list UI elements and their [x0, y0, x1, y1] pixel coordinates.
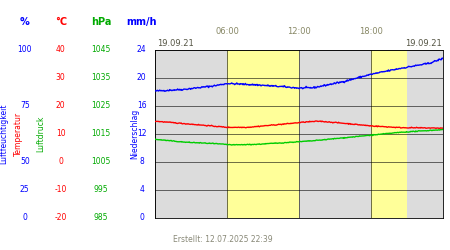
- Text: 8: 8: [140, 157, 144, 166]
- Text: 25: 25: [20, 185, 30, 194]
- Bar: [299, 50, 371, 217]
- Text: hPa: hPa: [91, 17, 112, 27]
- Text: 4: 4: [140, 185, 144, 194]
- Text: 1045: 1045: [91, 46, 111, 54]
- Text: Luftdruck: Luftdruck: [36, 116, 45, 152]
- Bar: [227, 50, 299, 217]
- Text: 24: 24: [137, 46, 147, 54]
- Bar: [407, 50, 443, 217]
- Bar: [155, 50, 227, 217]
- Text: 20: 20: [56, 101, 66, 110]
- Text: 0: 0: [58, 157, 63, 166]
- Text: 100: 100: [18, 46, 32, 54]
- Text: 40: 40: [56, 46, 66, 54]
- Text: 30: 30: [56, 74, 66, 82]
- Text: 0: 0: [140, 213, 144, 222]
- Text: 1035: 1035: [91, 74, 111, 82]
- Text: 19.09.21: 19.09.21: [405, 38, 442, 48]
- Text: 1015: 1015: [92, 129, 111, 138]
- Text: 06:00: 06:00: [215, 27, 239, 36]
- Text: 985: 985: [94, 213, 108, 222]
- Text: 1005: 1005: [91, 157, 111, 166]
- Text: Erstellt: 12.07.2025 22:39: Erstellt: 12.07.2025 22:39: [173, 236, 273, 244]
- Text: 995: 995: [94, 185, 108, 194]
- Text: %: %: [20, 17, 30, 27]
- Text: 1025: 1025: [92, 101, 111, 110]
- Text: mm/h: mm/h: [126, 17, 157, 27]
- Text: 75: 75: [20, 101, 30, 110]
- Text: 19.09.21: 19.09.21: [157, 38, 194, 48]
- Text: 50: 50: [20, 157, 30, 166]
- Text: 12: 12: [137, 129, 147, 138]
- Bar: [371, 50, 407, 217]
- Text: 0: 0: [22, 213, 27, 222]
- Text: Temperatur: Temperatur: [14, 112, 22, 156]
- Text: Luftfeuchtigkeit: Luftfeuchtigkeit: [0, 104, 8, 164]
- Text: 10: 10: [56, 129, 66, 138]
- Text: °C: °C: [55, 17, 67, 27]
- Text: 12:00: 12:00: [288, 27, 311, 36]
- Text: Niederschlag: Niederschlag: [130, 108, 140, 159]
- Text: -10: -10: [54, 185, 67, 194]
- Text: 18:00: 18:00: [359, 27, 383, 36]
- Text: -20: -20: [54, 213, 67, 222]
- Text: 20: 20: [137, 74, 147, 82]
- Text: 16: 16: [137, 101, 147, 110]
